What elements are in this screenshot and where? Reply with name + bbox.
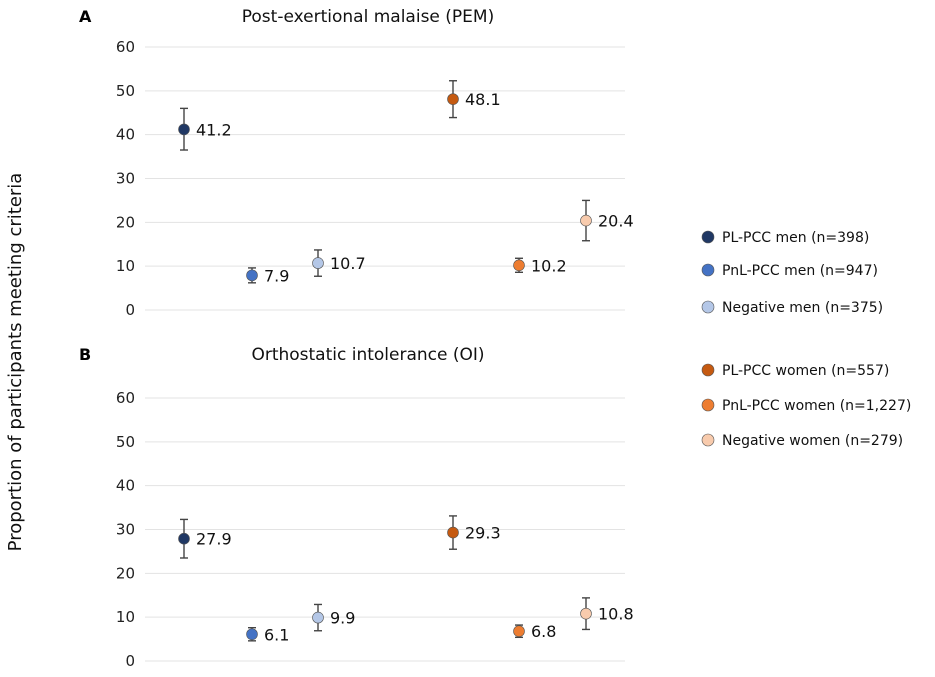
data-label: 6.8 xyxy=(531,622,556,641)
data-label: 9.9 xyxy=(330,609,355,628)
data-label: 10.2 xyxy=(531,256,567,275)
data-label: 7.9 xyxy=(264,266,289,285)
data-label: 41.2 xyxy=(196,120,232,139)
panel-title-b: Orthostatic intolerance (OI) xyxy=(251,345,484,365)
y-tick-label: 60 xyxy=(116,389,135,407)
data-point xyxy=(312,611,324,624)
legend-marker xyxy=(701,433,715,447)
data-point xyxy=(246,628,258,641)
panel-b: B Orthostatic intolerance (OI) 0 10 20 30 40… xyxy=(79,345,634,670)
panel-letter-b: B xyxy=(79,345,91,364)
legend-label: Negative men (n=375) xyxy=(722,300,883,316)
panel-a: A Post-exertional malaise (PEM) 0 10 20 30 4… xyxy=(79,7,634,319)
panel-letter-a: A xyxy=(79,7,92,26)
data-point xyxy=(246,269,258,282)
data-label: 10.8 xyxy=(598,605,634,624)
data-label: 29.3 xyxy=(465,524,501,543)
y-axis-label: Proportion of participants meeting crite… xyxy=(5,173,26,552)
data-label: 27.9 xyxy=(196,530,232,549)
legend-marker xyxy=(701,300,715,314)
data-point xyxy=(178,532,190,545)
legend-marker xyxy=(701,363,715,377)
data-label: 6.1 xyxy=(264,625,289,644)
y-tick-label: 50 xyxy=(116,82,135,100)
y-tick-label: 40 xyxy=(116,477,135,495)
y-tick-label: 0 xyxy=(125,301,135,319)
y-tick-label: 20 xyxy=(116,213,135,231)
legend-marker xyxy=(701,230,715,244)
y-tick-label: 10 xyxy=(116,608,135,626)
data-point xyxy=(580,214,592,227)
y-tick-label: 60 xyxy=(116,38,135,56)
legend-label: PL-PCC women (n=557) xyxy=(722,363,889,379)
legend-marker xyxy=(701,398,715,412)
legend-label: PL-PCC men (n=398) xyxy=(722,230,869,246)
data-point xyxy=(513,625,525,637)
data-point xyxy=(178,123,190,136)
panel-title-a: Post-exertional malaise (PEM) xyxy=(242,7,494,27)
y-tick-label: 40 xyxy=(116,126,135,144)
legend-label: PnL-PCC men (n=947) xyxy=(722,263,878,279)
data-point xyxy=(312,257,324,269)
data-label: 20.4 xyxy=(598,212,634,231)
y-tick-label: 30 xyxy=(116,170,135,188)
y-tick-label: 50 xyxy=(116,433,135,451)
y-tick-label: 10 xyxy=(116,257,135,275)
y-tick-label: 20 xyxy=(116,564,135,582)
y-tick-label: 30 xyxy=(116,521,135,539)
y-tick-label: 0 xyxy=(125,652,135,670)
data-label: 48.1 xyxy=(465,90,501,109)
legend-label: PnL-PCC women (n=1,227) xyxy=(722,398,911,414)
data-point xyxy=(513,259,525,272)
data-point xyxy=(447,93,459,105)
data-point xyxy=(447,526,459,539)
legend: PL-PCC men (n=398) PnL-PCC men (n=947) Neg… xyxy=(701,230,911,449)
data-label: 10.7 xyxy=(330,254,366,273)
legend-marker xyxy=(701,263,715,277)
legend-label: Negative women (n=279) xyxy=(722,433,903,449)
data-point xyxy=(580,607,592,620)
